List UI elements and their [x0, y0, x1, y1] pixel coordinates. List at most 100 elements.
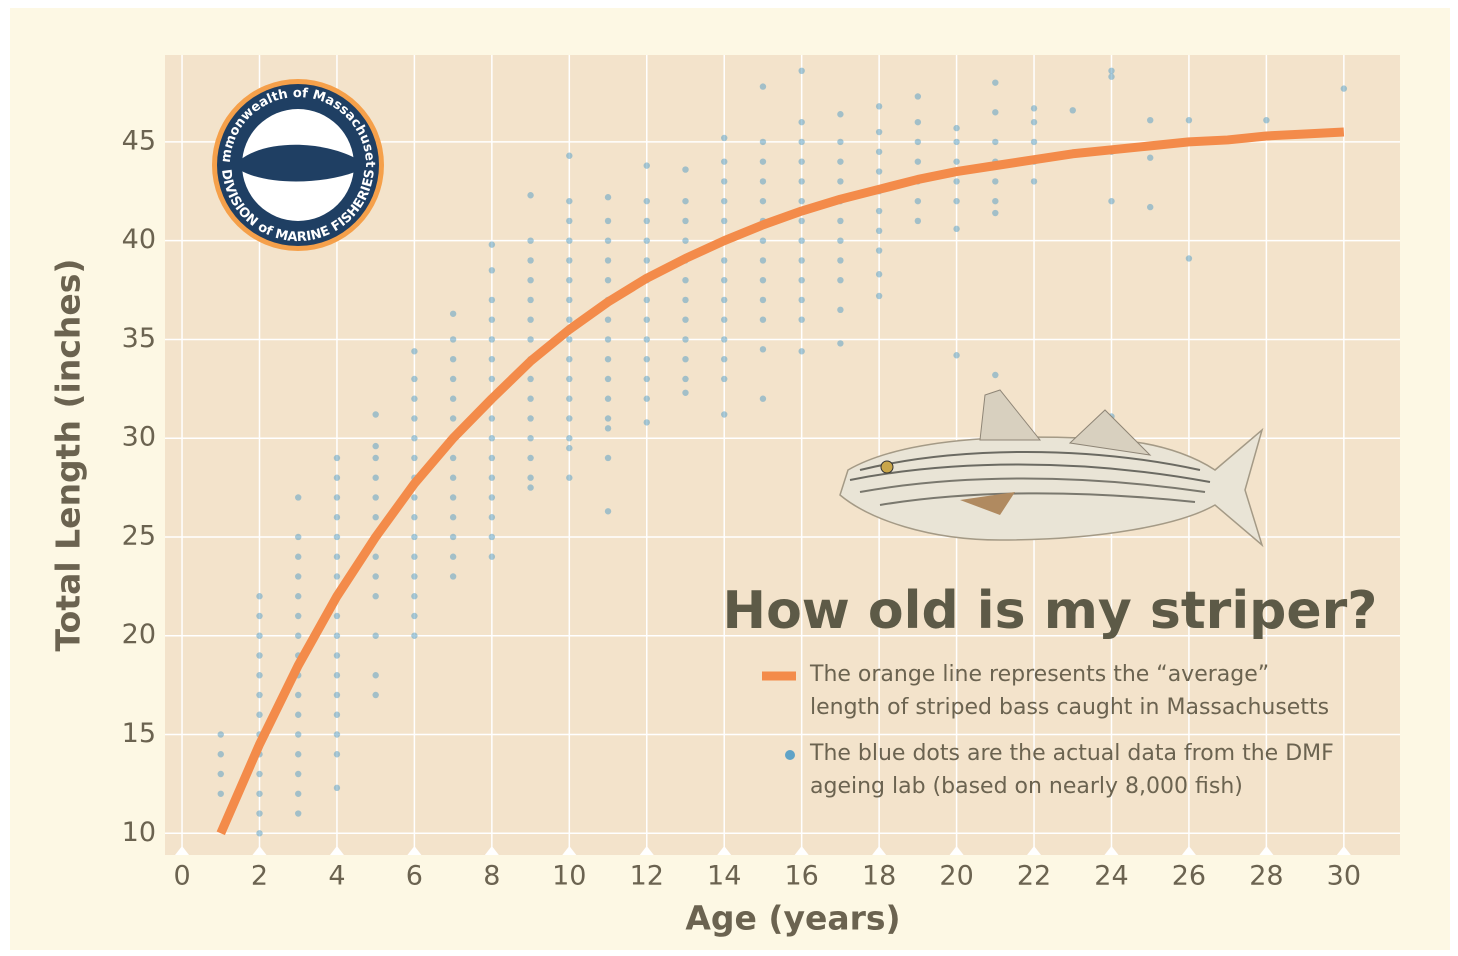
data-point [566, 336, 572, 342]
x-tick-label: 26 [1172, 861, 1206, 892]
x-tick-label: 22 [1017, 861, 1051, 892]
data-point [411, 415, 417, 421]
data-point [953, 125, 959, 131]
legend-label: The orange line represents the “average”… [810, 658, 1335, 724]
data-point [566, 153, 572, 159]
data-point [721, 158, 727, 164]
data-point [605, 396, 611, 402]
data-point [1108, 198, 1114, 204]
data-point [372, 554, 378, 560]
data-point [411, 514, 417, 520]
data-point [256, 633, 262, 639]
data-point [721, 178, 727, 184]
data-point [798, 198, 804, 204]
data-point [295, 534, 301, 540]
data-point [682, 166, 688, 172]
data-point [798, 277, 804, 283]
data-point [798, 316, 804, 322]
data-point [1031, 139, 1037, 145]
data-point [566, 435, 572, 441]
data-point [721, 257, 727, 263]
data-point [566, 415, 572, 421]
data-point [256, 712, 262, 718]
data-point [450, 455, 456, 461]
data-point [372, 494, 378, 500]
data-point [295, 712, 301, 718]
data-point [372, 443, 378, 449]
data-point [295, 494, 301, 500]
data-point [450, 534, 456, 540]
data-point [1031, 105, 1037, 111]
data-point [566, 257, 572, 263]
data-point [489, 356, 495, 362]
data-point [837, 277, 843, 283]
data-point [489, 475, 495, 481]
data-point [527, 336, 533, 342]
data-point [837, 218, 843, 224]
data-point [605, 218, 611, 224]
data-point [1108, 74, 1114, 80]
data-point [411, 633, 417, 639]
x-tick-label: 2 [251, 861, 268, 892]
data-point [644, 297, 650, 303]
x-tick-label: 12 [630, 861, 664, 892]
data-point [798, 218, 804, 224]
data-point [721, 336, 727, 342]
data-point [527, 316, 533, 322]
data-point [334, 652, 340, 658]
x-tick-label: 24 [1094, 861, 1128, 892]
chart-title: How old is my striper? [723, 581, 1378, 641]
data-point [605, 415, 611, 421]
data-point [798, 237, 804, 243]
data-point [295, 791, 301, 797]
data-point [721, 135, 727, 141]
data-point [411, 573, 417, 579]
x-axis-label: Age (years) [685, 899, 900, 938]
data-point [372, 672, 378, 678]
data-point [527, 415, 533, 421]
data-point [372, 573, 378, 579]
data-point [953, 198, 959, 204]
data-point [644, 419, 650, 425]
data-point [682, 218, 688, 224]
data-point [760, 277, 766, 283]
data-point [450, 396, 456, 402]
data-point [760, 346, 766, 352]
data-point [644, 356, 650, 362]
data-point [721, 297, 727, 303]
data-point [605, 376, 611, 382]
data-point [721, 411, 727, 417]
data-point [760, 396, 766, 402]
data-point [760, 297, 766, 303]
data-point [837, 139, 843, 145]
data-point [566, 356, 572, 362]
data-point [644, 257, 650, 263]
data-point [411, 396, 417, 402]
data-point [334, 712, 340, 718]
data-point [1186, 117, 1192, 123]
data-point [915, 158, 921, 164]
data-point [295, 613, 301, 619]
data-point [334, 455, 340, 461]
data-point [489, 554, 495, 560]
data-point [1147, 117, 1153, 123]
data-point [1186, 255, 1192, 261]
data-point [644, 336, 650, 342]
x-tick-label: 0 [173, 861, 190, 892]
data-point [876, 271, 882, 277]
data-point [218, 771, 224, 777]
data-point [721, 356, 727, 362]
data-point [1031, 178, 1037, 184]
data-point [489, 534, 495, 540]
data-point [605, 356, 611, 362]
data-point [953, 226, 959, 232]
data-point [372, 514, 378, 520]
data-point [644, 237, 650, 243]
data-point [527, 435, 533, 441]
data-point [527, 237, 533, 243]
data-point [334, 672, 340, 678]
x-tick-label: 30 [1327, 861, 1361, 892]
data-point [450, 514, 456, 520]
data-point [798, 68, 804, 74]
x-tick-label: 6 [406, 861, 423, 892]
